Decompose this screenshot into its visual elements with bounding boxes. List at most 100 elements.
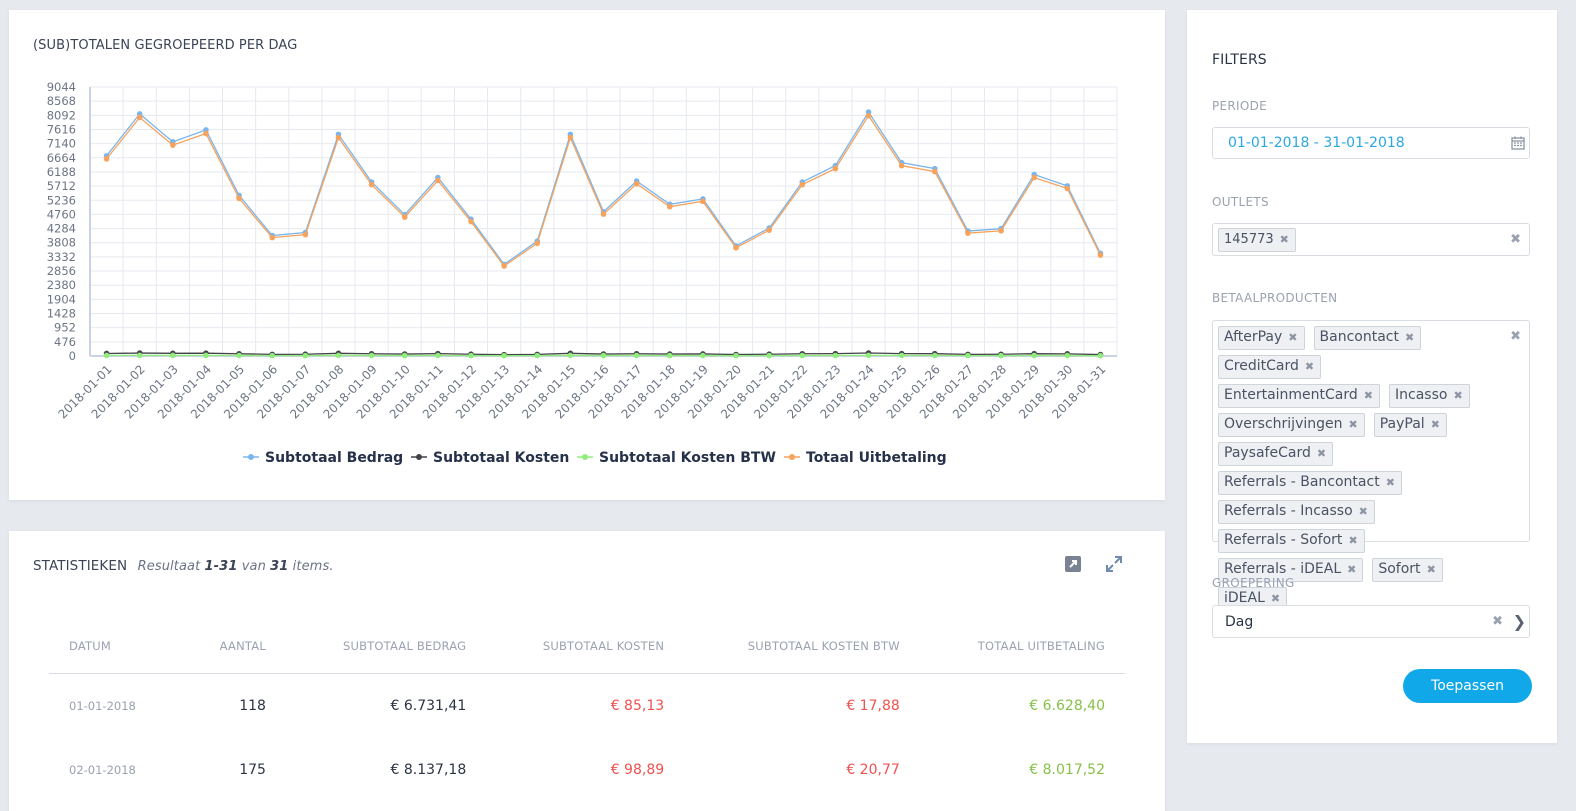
data-point[interactable] (336, 353, 342, 359)
data-point[interactable] (303, 353, 309, 359)
col-subtotaal-kosten-btw[interactable]: SUBTOTAAL KOSTEN BTW (684, 631, 920, 674)
data-point[interactable] (104, 156, 110, 162)
data-point[interactable] (965, 230, 971, 236)
data-point[interactable] (236, 353, 242, 359)
data-point[interactable] (170, 142, 176, 148)
periode-input[interactable]: 01-01-2018 - 31-01-2018 (1212, 127, 1530, 159)
data-point[interactable] (899, 353, 905, 359)
data-point[interactable] (269, 235, 275, 241)
data-point[interactable] (932, 353, 938, 359)
data-point[interactable] (965, 353, 971, 359)
table-row: 01-01-2018 118 € 6.731,41 € 85,13 € 17,8… (49, 674, 1125, 739)
remove-tag-icon[interactable]: ✖ (1453, 389, 1462, 402)
data-point[interactable] (435, 178, 441, 184)
data-point[interactable] (534, 353, 540, 359)
data-point[interactable] (998, 353, 1004, 359)
data-point[interactable] (137, 115, 143, 121)
remove-tag-icon[interactable]: ✖ (1280, 233, 1289, 246)
col-subtotaal-kosten[interactable]: SUBTOTAAL KOSTEN (486, 631, 684, 674)
data-point[interactable] (534, 240, 540, 246)
calendar-icon[interactable] (1511, 136, 1525, 150)
outlets-select[interactable]: 145773✖ ✖ (1212, 223, 1530, 256)
remove-tag-icon[interactable]: ✖ (1405, 331, 1414, 344)
remove-tag-icon[interactable]: ✖ (1288, 331, 1297, 344)
data-point[interactable] (766, 353, 772, 359)
data-point[interactable] (799, 353, 805, 359)
data-point[interactable] (104, 353, 110, 359)
export-icon[interactable] (1063, 554, 1083, 574)
remove-tag-icon[interactable]: ✖ (1349, 418, 1358, 431)
data-point[interactable] (501, 263, 507, 269)
remove-tag-icon[interactable]: ✖ (1305, 360, 1314, 373)
data-point[interactable] (799, 182, 805, 188)
remove-tag-icon[interactable]: ✖ (1348, 534, 1357, 547)
data-point[interactable] (700, 353, 706, 359)
legend-item[interactable]: Subtotaal Kosten BTW (577, 450, 776, 466)
data-point[interactable] (1065, 186, 1071, 192)
data-point[interactable] (568, 135, 574, 141)
remove-tag-icon[interactable]: ✖ (1271, 592, 1280, 605)
data-point[interactable] (435, 353, 441, 359)
data-point[interactable] (236, 196, 242, 202)
col-datum[interactable]: DATUM (49, 631, 180, 674)
data-point[interactable] (833, 166, 839, 172)
fullscreen-icon[interactable] (1104, 554, 1124, 574)
data-point[interactable] (568, 353, 574, 359)
data-point[interactable] (468, 353, 474, 359)
data-point[interactable] (634, 181, 640, 187)
data-point[interactable] (402, 214, 408, 220)
remove-tag-icon[interactable]: ✖ (1386, 476, 1395, 489)
legend-item[interactable]: Subtotaal Kosten (411, 450, 569, 466)
remove-tag-icon[interactable]: ✖ (1364, 389, 1373, 402)
data-point[interactable] (336, 135, 342, 141)
data-point[interactable] (866, 353, 872, 359)
data-point[interactable] (1098, 353, 1104, 359)
data-point[interactable] (369, 353, 375, 359)
data-point[interactable] (1031, 353, 1037, 359)
legend-item[interactable]: Totaal Uitbetaling (784, 450, 947, 466)
data-point[interactable] (833, 353, 839, 359)
col-totaal-uitbetaling[interactable]: TOTAAL UITBETALING (920, 631, 1125, 674)
data-point[interactable] (998, 228, 1004, 234)
data-point[interactable] (601, 353, 607, 359)
data-point[interactable] (1031, 175, 1037, 181)
data-point[interactable] (667, 204, 673, 210)
clear-icon[interactable]: ✖ (1510, 232, 1521, 247)
remove-tag-icon[interactable]: ✖ (1347, 563, 1356, 576)
data-point[interactable] (700, 199, 706, 205)
data-point[interactable] (1065, 353, 1071, 359)
data-point[interactable] (402, 353, 408, 359)
chevron-right-icon[interactable]: ❯ (1513, 612, 1526, 631)
betaalproducten-select[interactable]: AfterPay✖Bancontact✖CreditCard✖Entertain… (1212, 320, 1530, 542)
clear-icon[interactable]: ✖ (1510, 329, 1521, 344)
data-point[interactable] (634, 353, 640, 359)
data-point[interactable] (303, 232, 309, 238)
col-subtotaal-bedrag[interactable]: SUBTOTAAL BEDRAG (286, 631, 486, 674)
groepering-select[interactable]: Dag ✖ ❯ (1212, 605, 1530, 638)
data-point[interactable] (932, 169, 938, 175)
data-point[interactable] (203, 131, 209, 137)
remove-tag-icon[interactable]: ✖ (1427, 563, 1436, 576)
data-point[interactable] (733, 353, 739, 359)
apply-button[interactable]: Toepassen (1403, 669, 1532, 703)
data-point[interactable] (501, 353, 507, 359)
data-point[interactable] (137, 353, 143, 359)
legend-item[interactable]: Subtotaal Bedrag (243, 450, 403, 466)
data-point[interactable] (170, 353, 176, 359)
col-aantal[interactable]: AANTAL (180, 631, 286, 674)
data-point[interactable] (866, 113, 872, 119)
data-point[interactable] (766, 227, 772, 233)
data-point[interactable] (601, 211, 607, 217)
data-point[interactable] (899, 163, 905, 169)
remove-tag-icon[interactable]: ✖ (1317, 447, 1326, 460)
remove-tag-icon[interactable]: ✖ (1431, 418, 1440, 431)
data-point[interactable] (269, 353, 275, 359)
data-point[interactable] (369, 182, 375, 188)
data-point[interactable] (667, 353, 673, 359)
data-point[interactable] (203, 353, 209, 359)
data-point[interactable] (733, 245, 739, 251)
remove-tag-icon[interactable]: ✖ (1359, 505, 1368, 518)
data-point[interactable] (1098, 252, 1104, 258)
data-point[interactable] (468, 219, 474, 225)
clear-icon[interactable]: ✖ (1492, 614, 1503, 629)
